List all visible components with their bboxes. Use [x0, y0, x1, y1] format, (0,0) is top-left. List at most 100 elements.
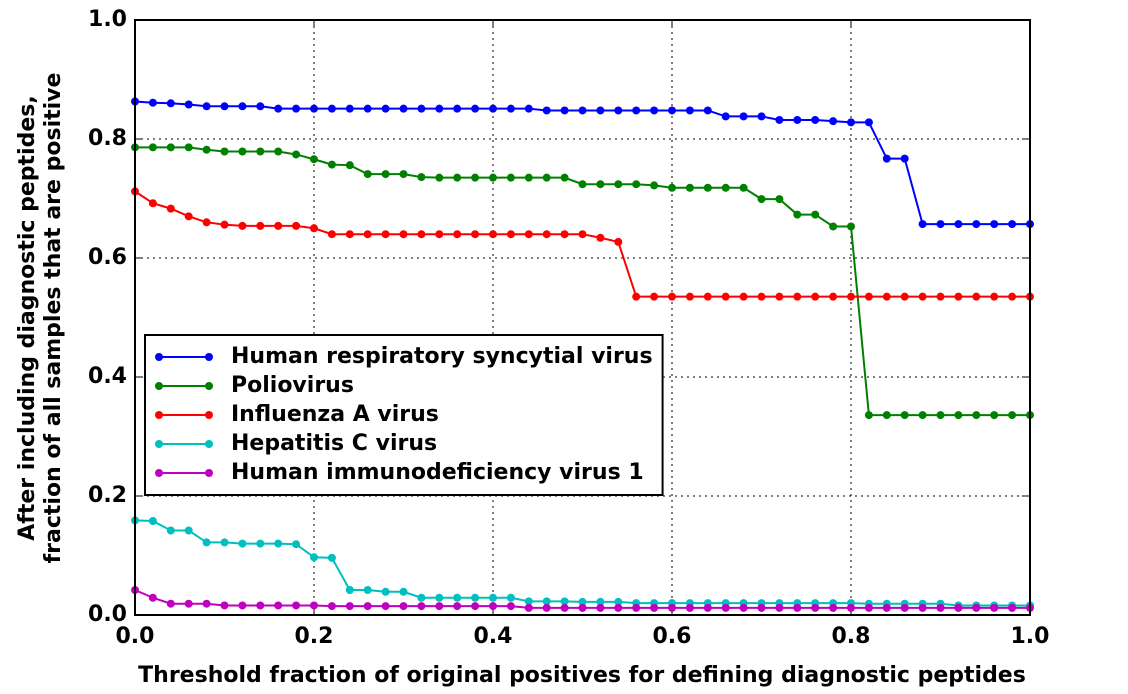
data-point [310, 553, 318, 562]
data-point [166, 204, 175, 213]
data-point [703, 183, 712, 192]
y-axis-label: After including diagnostic peptides, fra… [15, 73, 66, 564]
data-point [292, 150, 301, 159]
data-point [829, 603, 838, 612]
data-point [238, 221, 247, 230]
data-point [327, 160, 336, 169]
data-point [936, 411, 945, 420]
data-point [542, 106, 551, 115]
data-point [363, 104, 372, 113]
data-point [256, 147, 265, 156]
data-point [811, 603, 820, 612]
data-point [560, 106, 569, 115]
data-point [829, 117, 838, 126]
data-point [1008, 292, 1017, 301]
data-point [399, 602, 408, 611]
x-tick-label: 0.0 [116, 624, 155, 649]
data-point [238, 601, 247, 610]
data-point [900, 603, 909, 612]
data-point [972, 603, 981, 612]
data-point [506, 230, 515, 239]
data-point [148, 199, 157, 208]
data-point [166, 599, 175, 608]
data-point [632, 292, 641, 301]
data-point [381, 230, 390, 239]
data-point [596, 603, 605, 612]
data-point [775, 603, 784, 612]
data-point [148, 98, 157, 107]
data-point [775, 115, 784, 124]
data-point [757, 112, 766, 121]
data-point [721, 292, 730, 301]
data-point [685, 603, 694, 612]
data-point [166, 526, 175, 535]
series [131, 516, 1034, 610]
data-point [363, 230, 372, 239]
data-point [775, 195, 784, 204]
data-point [757, 195, 766, 204]
data-point [990, 411, 999, 420]
data-point [292, 104, 301, 113]
data-point [417, 173, 426, 182]
data-point [489, 173, 497, 182]
data-point [542, 603, 551, 612]
data-point [381, 104, 390, 113]
data-point [882, 603, 891, 612]
data-point [685, 292, 694, 301]
data-point [542, 230, 551, 239]
data-point [345, 161, 354, 170]
data-point [471, 173, 480, 182]
data-point [148, 593, 157, 602]
data-point [274, 104, 283, 113]
data-point [847, 603, 855, 612]
data-point [238, 539, 247, 548]
legend-label: Human respiratory syncytial virus [231, 344, 653, 369]
data-point [882, 154, 891, 163]
data-point [900, 411, 909, 420]
data-point [363, 170, 372, 179]
x-tick-label: 0.4 [474, 624, 513, 649]
data-point [578, 230, 587, 239]
data-point [345, 104, 354, 113]
data-point [471, 104, 480, 113]
data-point [453, 230, 462, 239]
data-point [596, 597, 605, 606]
data-point [900, 292, 909, 301]
data-point [435, 593, 444, 602]
data-point [506, 104, 515, 113]
data-point [327, 602, 336, 611]
data-point [166, 143, 175, 152]
data-point [1008, 411, 1017, 420]
y-tick-label: 0.4 [88, 364, 127, 389]
data-point [650, 292, 659, 301]
data-point [435, 230, 444, 239]
legend-marker [205, 411, 213, 419]
data-point [453, 104, 462, 113]
data-point [864, 411, 873, 420]
data-point [900, 154, 909, 163]
data-point [614, 597, 623, 606]
y-tick-label: 0.0 [88, 602, 127, 627]
data-point [918, 220, 927, 229]
data-point [399, 230, 408, 239]
data-point [524, 230, 533, 239]
data-point [578, 603, 587, 612]
data-point [721, 183, 730, 192]
data-point [811, 115, 820, 124]
data-point [417, 230, 426, 239]
series [131, 143, 1034, 420]
data-point [489, 230, 497, 239]
data-point [542, 597, 551, 606]
data-point [739, 603, 748, 612]
data-point [256, 539, 265, 548]
data-point [435, 173, 444, 182]
data-point [650, 106, 659, 115]
data-point [220, 102, 229, 111]
data-point [990, 603, 999, 612]
legend-marker [205, 440, 213, 448]
legend-marker [205, 353, 213, 361]
data-point [506, 173, 515, 182]
data-point [721, 112, 730, 121]
data-point [793, 115, 802, 124]
data-point [578, 597, 587, 606]
